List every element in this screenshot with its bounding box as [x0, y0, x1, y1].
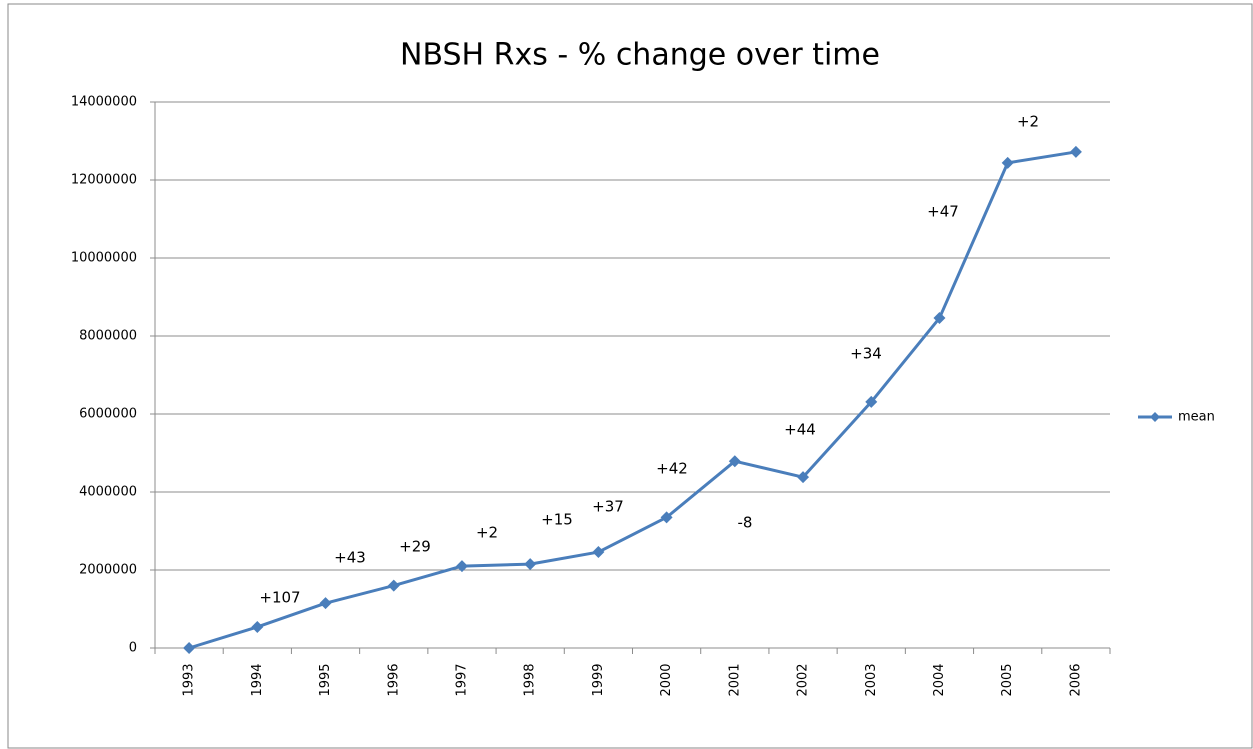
- y-tick-label: 12000000: [71, 173, 137, 188]
- annotation: +29: [399, 538, 431, 556]
- annotation: +107: [259, 589, 300, 607]
- y-tick-label: 4000000: [79, 485, 137, 500]
- point-marker: [1001, 156, 1014, 169]
- annotation: +43: [334, 549, 366, 567]
- point-marker: [933, 312, 946, 325]
- x-tick-label: 2000: [659, 663, 674, 696]
- y-tick-label: 14000000: [71, 95, 137, 110]
- x-tick-label: 2006: [1068, 663, 1083, 696]
- x-tick-label: 1997: [454, 663, 469, 696]
- annotation: +34: [850, 345, 882, 363]
- y-tick-label: 2000000: [79, 563, 137, 578]
- point-marker: [592, 546, 605, 559]
- annotation: -8: [738, 514, 753, 532]
- x-tick-label: 1999: [591, 663, 606, 696]
- y-tick-label: 8000000: [79, 329, 137, 344]
- annotation: +15: [541, 511, 573, 529]
- y-tick-label: 0: [129, 641, 137, 656]
- x-tick-label: 2002: [796, 663, 811, 696]
- annotation: +44: [784, 421, 816, 439]
- x-tick-label: 2001: [727, 663, 742, 696]
- annotation: +2: [1017, 113, 1039, 131]
- point-marker: [319, 597, 332, 610]
- point-marker: [865, 395, 878, 408]
- x-tick-label: 1993: [182, 663, 197, 696]
- annotation: +42: [656, 460, 688, 478]
- chart-frame: [7, 3, 1253, 749]
- point-marker: [387, 579, 400, 592]
- chart-title: NBSH Rxs - % change over time: [400, 38, 880, 73]
- legend-label: mean: [1178, 410, 1215, 425]
- point-marker: [524, 558, 537, 571]
- annotation: +47: [927, 203, 959, 221]
- x-tick-label: 2003: [864, 663, 879, 696]
- annotation: +2: [476, 524, 498, 542]
- x-tick-label: 2004: [932, 663, 947, 696]
- point-marker: [797, 471, 810, 484]
- point-marker: [183, 642, 196, 654]
- point-marker: [251, 620, 264, 633]
- x-tick-label: 2005: [1000, 663, 1015, 696]
- point-marker: [455, 560, 468, 573]
- x-tick-label: 1996: [386, 663, 401, 696]
- point-marker: [1069, 145, 1082, 158]
- point-marker: [728, 455, 741, 468]
- x-tick-label: 1994: [250, 663, 265, 696]
- y-tick-label: 6000000: [79, 407, 137, 422]
- legend-marker: [1150, 412, 1160, 422]
- x-tick-label: 1998: [523, 663, 538, 696]
- series-line: [188, 150, 1077, 650]
- x-tick-label: 1995: [318, 663, 333, 696]
- y-tick-label: 10000000: [71, 251, 137, 266]
- point-marker: [660, 511, 673, 524]
- annotation: +37: [592, 498, 624, 516]
